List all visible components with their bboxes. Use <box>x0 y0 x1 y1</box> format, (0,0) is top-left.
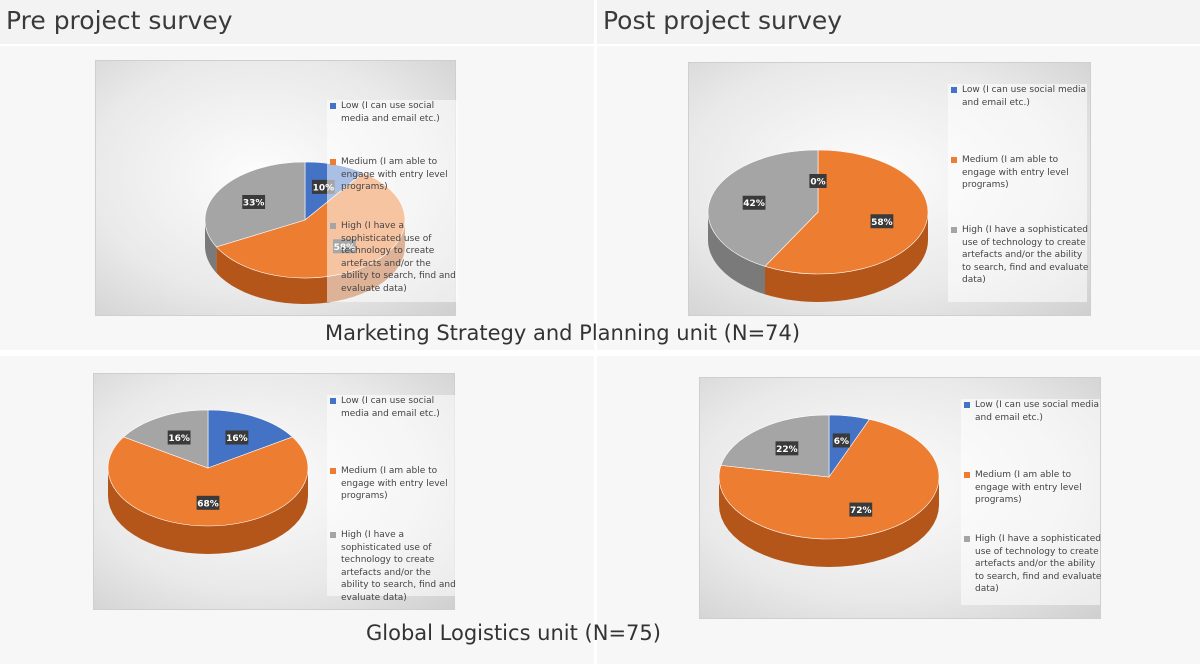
data-label-low: 16% <box>225 430 249 445</box>
caption-marketing: Marketing Strategy and Planning unit (N=… <box>325 321 801 345</box>
pie-slice-side-medium <box>108 468 308 554</box>
pie-slice-high <box>123 409 209 469</box>
legend-label-medium: Medium (I am able to engage with entry l… <box>341 466 448 501</box>
data-label-medium: 68% <box>196 495 220 510</box>
legend-label-high: High (I have a sophisticated use of tech… <box>341 221 456 294</box>
legend-swatch-low <box>951 87 957 93</box>
legend-swatch-medium <box>330 159 336 165</box>
pie-slice-side-medium <box>765 212 928 302</box>
legend-item-high: High (I have a sophisticated use of tech… <box>963 533 1102 596</box>
legend-swatch-high <box>951 227 957 233</box>
legend-item-high: High (I have a sophisticated use of tech… <box>329 529 457 604</box>
legend-label-low: Low (I can use social media and email et… <box>341 101 440 124</box>
pie-slice-medium <box>718 419 940 540</box>
legend-label-high: High (I have a sophisticated use of tech… <box>341 530 456 603</box>
pie-slice-low <box>207 409 293 469</box>
header-post: Post project survey <box>597 0 1200 44</box>
legend-item-medium: Medium (I am able to engage with entry l… <box>329 156 460 194</box>
svg-text:22%: 22% <box>776 445 798 455</box>
legend-item-high: High (I have a sophisticated use of tech… <box>950 224 1089 287</box>
data-label-low: 0% <box>809 174 827 188</box>
row-divider <box>0 352 1200 356</box>
svg-text:16%: 16% <box>226 434 248 444</box>
legend-swatch-medium <box>330 468 336 474</box>
legend-label-low: Low (I can use social media and email et… <box>975 400 1099 423</box>
pie-svg: 0% 58% 42% <box>707 149 929 302</box>
svg-text:72%: 72% <box>850 506 872 516</box>
svg-text:6%: 6% <box>834 437 849 447</box>
data-label-medium: 58% <box>870 214 894 229</box>
legend-item-low: Low (I can use social media and email et… <box>950 84 1089 109</box>
data-label-high: 22% <box>775 441 799 456</box>
data-label-high: 16% <box>167 430 191 445</box>
svg-text:42%: 42% <box>743 199 765 209</box>
svg-text:16%: 16% <box>168 434 190 444</box>
data-label-high: 33% <box>242 194 266 209</box>
svg-text:58%: 58% <box>871 218 893 228</box>
chart-legend: Low (I can use social media and email et… <box>327 100 458 302</box>
legend-swatch-low <box>964 402 970 408</box>
pie-svg: 16% 68% 16% <box>107 409 309 554</box>
legend-item-medium: Medium (I am able to engage with entry l… <box>963 469 1102 507</box>
legend-item-medium: Medium (I am able to engage with entry l… <box>329 465 457 503</box>
chart-legend: Low (I can use social media and email et… <box>948 84 1089 302</box>
pie-slice-medium <box>764 149 929 275</box>
data-label-high: 42% <box>742 195 766 210</box>
pie-slice-side-medium <box>719 477 939 567</box>
legend-swatch-high <box>964 536 970 542</box>
legend-item-low: Low (I can use social media and email et… <box>963 399 1102 424</box>
legend-item-medium: Medium (I am able to engage with entry l… <box>950 154 1089 192</box>
legend-swatch-low <box>330 398 336 404</box>
pie-slice-medium <box>107 436 309 527</box>
legend-label-medium: Medium (I am able to engage with entry l… <box>962 155 1069 190</box>
chart-legend: Low (I can use social media and email et… <box>961 399 1102 605</box>
header-pre-title: Pre project survey <box>6 6 233 35</box>
pie-slice-high <box>720 414 830 478</box>
chart-logistics-post: 6% 72% 22% Low (I can use social media and … <box>699 377 1101 619</box>
legend-swatch-medium <box>964 472 970 478</box>
chart-marketing-post: 0% 58% 42% Low (I can use social media and … <box>688 62 1091 316</box>
chart-legend: Low (I can use social media and email et… <box>327 395 457 603</box>
chart-logistics-pre: 16% 68% 16% Low (I can use social media and… <box>93 373 457 610</box>
legend-label-medium: Medium (I am able to engage with entry l… <box>341 157 448 192</box>
legend-label-medium: Medium (I am able to engage with entry l… <box>975 470 1082 505</box>
svg-text:10%: 10% <box>313 183 335 193</box>
legend-swatch-high <box>330 532 336 538</box>
legend-swatch-medium <box>951 157 957 163</box>
legend-label-high: High (I have a sophisticated use of tech… <box>962 225 1089 285</box>
pie-svg: 6% 72% 22% <box>718 414 940 567</box>
data-label-low: 6% <box>832 433 850 448</box>
svg-text:33%: 33% <box>243 198 265 208</box>
legend-label-high: High (I have a sophisticated use of tech… <box>975 534 1102 594</box>
chart-marketing-pre: 10%58%33%Low (I can use social media and… <box>95 60 458 316</box>
legend-swatch-low <box>330 103 336 109</box>
data-label-medium: 72% <box>849 502 873 517</box>
legend-label-low: Low (I can use social media and email et… <box>962 85 1086 108</box>
header-post-title: Post project survey <box>603 6 843 35</box>
svg-text:68%: 68% <box>197 499 219 509</box>
pie-slice-side-high <box>708 212 766 295</box>
legend-swatch-high <box>330 223 336 229</box>
caption-logistics: Global Logistics unit (N=75) <box>366 621 661 645</box>
header-pre: Pre project survey <box>0 0 594 44</box>
legend-item-high: High (I have a sophisticated use of tech… <box>329 220 460 295</box>
legend-item-low: Low (I can use social media and email et… <box>329 100 460 125</box>
svg-text:0%: 0% <box>810 178 825 188</box>
pie-slice-side-high <box>205 220 217 273</box>
legend-item-low: Low (I can use social media and email et… <box>329 395 457 420</box>
legend-label-low: Low (I can use social media and email et… <box>341 396 440 419</box>
